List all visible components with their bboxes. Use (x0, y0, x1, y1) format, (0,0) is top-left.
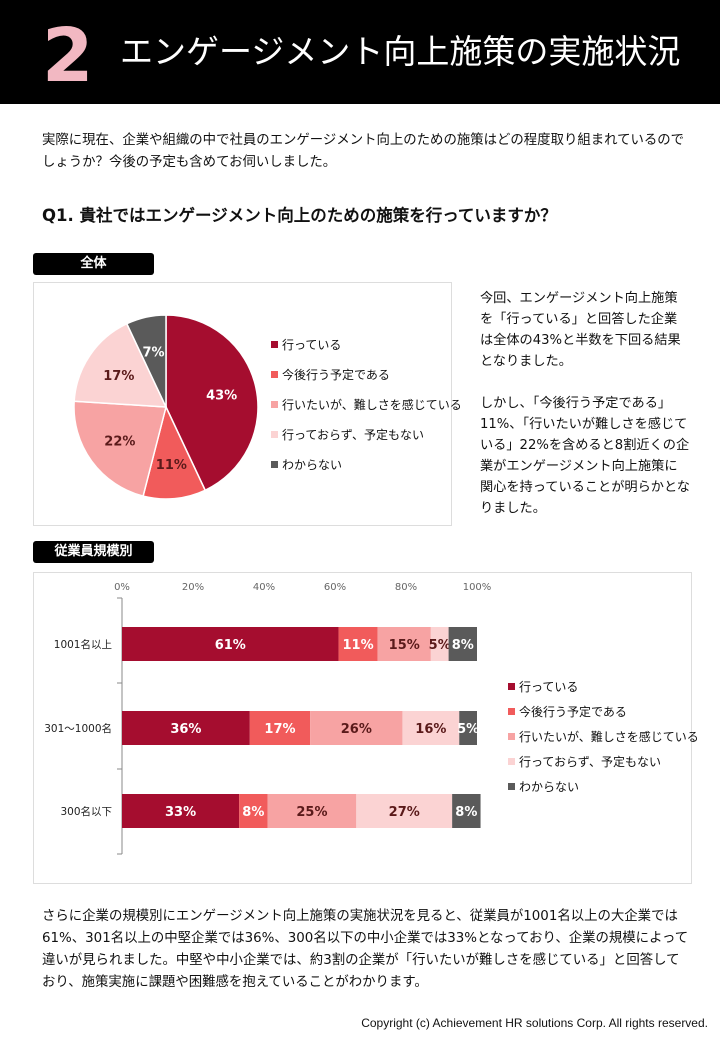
bar-label-difficult: 25% (296, 805, 327, 820)
bar-segment-doing (122, 627, 339, 661)
bar-segment-unknown (448, 627, 477, 661)
side-paragraph-1: 今回、エンゲージメント向上施策を「行っている」と回答した企業は全体の43%と半数… (480, 291, 681, 369)
bar-legend-item-unknown: わからない (508, 780, 579, 794)
bar-legend-item-planned: 今後行う予定である (508, 705, 627, 719)
side-paragraph-2: しかし、「今後行う予定である」11%、「行いたいが難しさを感じている」22%を含… (480, 396, 690, 516)
legend-label: 行いたいが、難しさを感じている (519, 730, 699, 744)
bar-label-none: 27% (389, 805, 420, 820)
legend-label: 今後行う予定である (282, 368, 390, 382)
pie-label-planned: 11% (156, 458, 187, 473)
bar-legend-item-difficult: 行いたいが、難しさを感じている (508, 730, 699, 744)
bar-segment-planned (249, 711, 311, 745)
bar-label-planned: 8% (242, 805, 264, 820)
bar-label-doing: 61% (215, 638, 246, 653)
legend-swatch (271, 431, 278, 438)
pie-legend-item-difficult: 行いたいが、難しさを感じている (271, 398, 462, 412)
pie-legend-item-doing: 行っている (271, 338, 341, 352)
bar-chart: 0% 20% 40% 60% 80% 100%1001名以上 61% 11% 15% 5% 8%30… (44, 582, 492, 855)
bar-segment-unknown (452, 794, 481, 828)
legend-swatch (271, 341, 278, 348)
legend-label: 行っておらず、予定もない (519, 755, 661, 769)
bar-label-planned: 17% (264, 722, 295, 737)
by-size-tag: 従業員規模別 (33, 541, 154, 563)
legend-label: 行っている (519, 680, 579, 694)
legend-swatch (271, 461, 278, 468)
bar-label-unknown: 8% (452, 638, 474, 653)
bar-segment-none (356, 794, 453, 828)
category-label: 301～1000名 (44, 722, 112, 735)
legend-label: 今後行う予定である (519, 705, 627, 719)
legend-swatch (508, 733, 515, 740)
section-number: 2 (42, 13, 94, 99)
bar-segment-planned (239, 794, 268, 828)
pie-label-unknown: 7% (143, 345, 165, 360)
bar-segment-unknown (459, 711, 477, 745)
pie-legend-item-unknown: わからない (271, 458, 342, 472)
legend-swatch (271, 371, 278, 378)
legend-label: 行いたいが、難しさを感じている (282, 398, 462, 412)
pie-slice-difficult (73, 400, 167, 498)
bar-segment-none (402, 711, 460, 745)
page-title: エンゲージメント向上施策の実施状況 (120, 32, 681, 71)
legend-label: 行っている (282, 338, 342, 352)
pie-chart-panel: 43% 11% 22% 17% 7% 行っている今後行う予定である行いたいが、難しさを感… (33, 282, 462, 526)
bar-segment-planned (338, 627, 378, 661)
pie-slice-none (73, 322, 168, 408)
x-tick-label: 20% (182, 582, 204, 593)
x-tick-label: 80% (395, 582, 417, 593)
legend-swatch (508, 783, 515, 790)
bar-label-doing: 33% (165, 805, 196, 820)
x-tick-label: 100% (463, 582, 492, 593)
bar-chart-panel: 0% 20% 40% 60% 80% 100% 1001名以上 61% 11% 15% 5% 8% 30… (33, 572, 699, 884)
pie-legend-item-planned: 今後行う予定である (271, 368, 390, 382)
x-tick-label: 0% (114, 582, 130, 593)
summary-text: さらに企業の規模別にエンゲージメント向上施策の実施状況を見ると、従業員が1001… (42, 909, 689, 990)
legend-swatch (508, 683, 515, 690)
bar-segment-doing (122, 711, 250, 745)
x-tick-label: 60% (324, 582, 346, 593)
bar-segment-doing (122, 794, 240, 828)
bar-label-difficult: 15% (389, 638, 420, 653)
bar-label-doing: 36% (170, 722, 201, 737)
bar-label-difficult: 26% (341, 722, 372, 737)
pie-chart: 43% 11% 22% 17% 7% (73, 314, 259, 500)
pie-slice-unknown (125, 314, 167, 408)
category-label: 1001名以上 (54, 638, 112, 651)
bar-segment-difficult (267, 794, 357, 828)
pie-legend-item-none: 行っておらず、予定もない (271, 428, 424, 442)
legend-label: わからない (519, 780, 580, 794)
legend-label: わからない (282, 458, 343, 472)
overall-tag: 全体 (33, 253, 154, 275)
pie-label-none: 17% (103, 369, 134, 384)
page-header: 2 エンゲージメント向上施策の実施状況 (0, 0, 720, 104)
bar-segment-none (430, 627, 449, 661)
bar-segment-difficult (377, 627, 431, 661)
intro-text: 実際に現在、企業や組織の中で社員のエンゲージメント向上のための施策はどの程度取り… (42, 133, 685, 170)
bar-legend-item-doing: 行っている (508, 680, 578, 694)
bar-label-none: 5% (429, 638, 451, 653)
x-tick-label: 40% (253, 582, 275, 593)
legend-swatch (508, 758, 515, 765)
category-label: 300名以下 (60, 805, 112, 818)
bar-label-none: 16% (415, 722, 446, 737)
side-commentary: 今回、エンゲージメント向上施策を「行っている」と回答した企業は全体の43%と半数… (480, 288, 690, 519)
legend-label: 行っておらず、予定もない (282, 428, 424, 442)
bar-label-unknown: 8% (455, 805, 477, 820)
bar-segment-difficult (310, 711, 403, 745)
bar-label-planned: 11% (343, 638, 374, 653)
copyright: Copyright (c) Achievement HR solutions C… (361, 1016, 708, 1030)
pie-label-doing: 43% (206, 389, 237, 404)
legend-swatch (508, 708, 515, 715)
question-heading: Q1. 貴社ではエンゲージメント向上のための施策を行っていますか？ (42, 206, 557, 225)
pie-slice-doing (165, 314, 259, 492)
pie-label-difficult: 22% (104, 435, 135, 450)
bar-legend-item-none: 行っておらず、予定もない (508, 755, 661, 769)
legend-swatch (271, 401, 278, 408)
bar-label-unknown: 5% (457, 722, 479, 737)
